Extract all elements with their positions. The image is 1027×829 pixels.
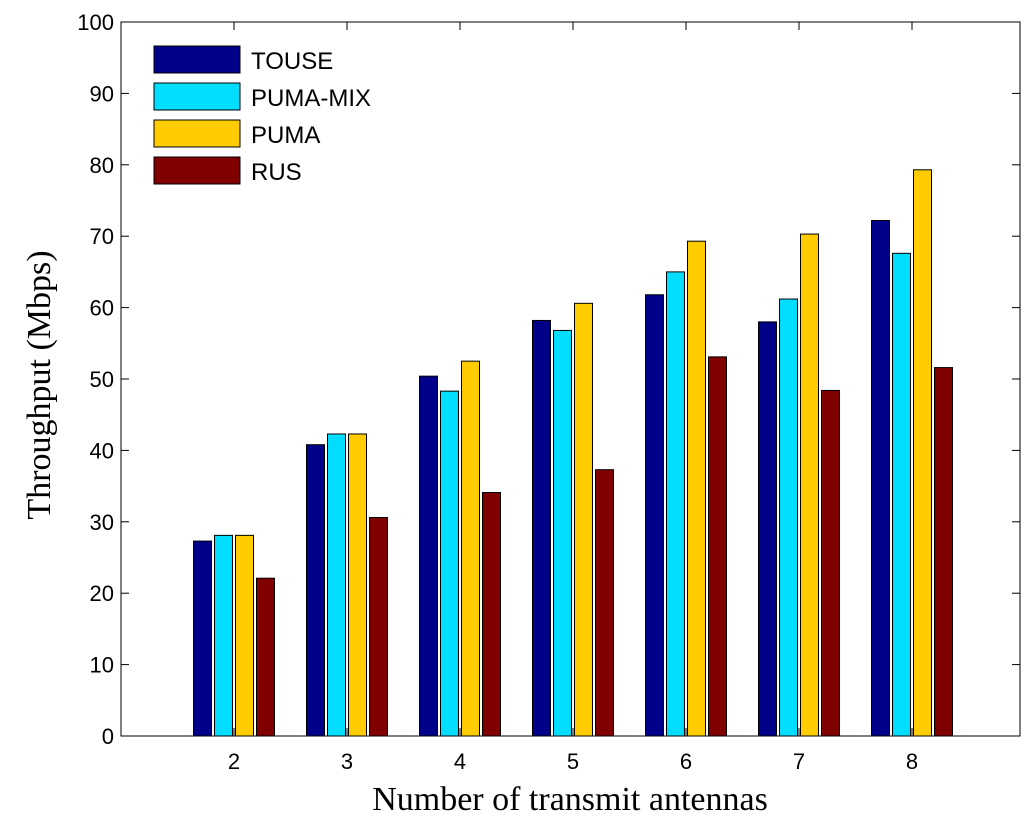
- bar-touse: [645, 294, 664, 737]
- bar-puma: [574, 302, 593, 737]
- legend-swatch: [153, 82, 241, 111]
- x-tick-label: 3: [341, 749, 353, 774]
- y-tick-label: 60: [90, 296, 114, 321]
- y-tick-label: 50: [90, 367, 114, 392]
- bar-touse: [871, 219, 890, 737]
- bars-group: [193, 169, 953, 737]
- bar-rus: [821, 389, 840, 737]
- y-tick-label: 80: [90, 153, 114, 178]
- bar-touse: [306, 444, 325, 737]
- bar-puma: [348, 433, 367, 737]
- bar-puma: [913, 169, 932, 737]
- y-tick-label: 0: [102, 724, 114, 749]
- legend-swatch: [153, 156, 241, 185]
- bar-rus: [708, 356, 727, 737]
- legend-label: PUMA-MIX: [251, 85, 371, 112]
- bar-rus: [934, 367, 953, 737]
- x-tick-label: 7: [793, 749, 805, 774]
- legend: TOUSE PUMA-MIX PUMA RUS: [153, 45, 371, 186]
- bar-rus: [595, 469, 614, 737]
- bar-rus: [369, 517, 388, 737]
- legend-label: RUS: [251, 159, 302, 186]
- bar-puma-mix: [553, 329, 572, 737]
- bar-touse: [193, 540, 212, 737]
- bar-rus: [482, 492, 501, 737]
- bar-puma-mix: [440, 390, 459, 737]
- y-tick-label: 10: [90, 653, 114, 678]
- x-tick-label: 6: [680, 749, 692, 774]
- bar-puma-mix: [892, 252, 911, 737]
- bar-puma: [800, 233, 819, 737]
- bar-touse: [419, 375, 438, 737]
- y-tick-label: 30: [90, 510, 114, 535]
- x-tick-label: 8: [906, 749, 918, 774]
- y-axis-title: Throughput (Mbps): [21, 250, 58, 519]
- bar-touse: [532, 319, 551, 737]
- x-tick-label: 4: [454, 749, 466, 774]
- x-axis-title: Number of transmit antennas: [372, 781, 768, 818]
- bar-puma-mix: [214, 534, 233, 737]
- legend-swatch: [153, 119, 241, 148]
- y-axis: 0 10 20 30 40 50 60 70 80 90 100: [77, 10, 1020, 749]
- bar-puma: [461, 360, 480, 737]
- x-tick-label: 2: [228, 749, 240, 774]
- legend-label: PUMA: [251, 122, 320, 149]
- y-tick-label: 40: [90, 438, 114, 463]
- y-tick-label: 100: [77, 10, 114, 35]
- x-tick-label: 5: [567, 749, 579, 774]
- legend-label: TOUSE: [251, 48, 333, 75]
- bar-touse: [758, 321, 777, 737]
- bar-puma: [687, 240, 706, 737]
- y-tick-label: 20: [90, 581, 114, 606]
- x-axis: 2 3 4 5 6 7 8: [228, 22, 918, 774]
- y-tick-label: 90: [90, 81, 114, 106]
- bar-puma: [235, 534, 254, 737]
- bar-puma-mix: [327, 433, 346, 737]
- bar-puma-mix: [666, 271, 685, 737]
- legend-swatch: [153, 45, 241, 74]
- bar-puma-mix: [779, 298, 798, 737]
- bar-rus: [256, 577, 275, 737]
- y-tick-label: 70: [90, 224, 114, 249]
